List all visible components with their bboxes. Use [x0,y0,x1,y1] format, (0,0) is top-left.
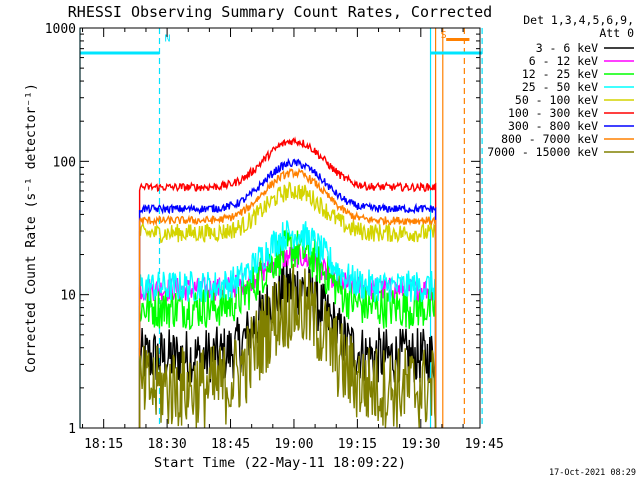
chart-title: RHESSI Observing Summary Count Rates, Co… [68,3,492,21]
x-tick-label: 19:00 [274,437,313,452]
x-tick-label: 18:45 [211,437,250,452]
legend-header-attenuator: Att 0 [599,26,634,40]
legend-entry-label: 3 - 6 keV [536,41,598,55]
legend-entry-label: 300 - 800 keV [508,119,598,133]
legend-entry-label: 6 - 12 keV [529,54,598,68]
series-line-2 [138,229,437,428]
annotation-n: N [164,33,170,44]
x-tick-label: 19:45 [465,437,504,452]
series-line-0 [138,260,437,428]
x-axis: 18:15 18:30 18:45 19:00 19:15 19:30 19:45 [82,28,504,452]
x-tick-label: 19:15 [338,437,377,452]
annotation-s: S [441,30,447,41]
series-line-7 [138,167,437,428]
plot-frame [79,27,481,429]
legend-entry-label: 800 - 7000 keV [501,132,598,146]
x-tick-label: 19:30 [401,437,440,452]
y-tick-label: 1 [68,422,76,437]
x-tick-label: 18:15 [84,437,123,452]
y-axis-label: Corrected Count Rate (s⁻¹ detector⁻¹) [24,83,39,373]
y-tick-label: 1000 [45,22,76,37]
x-axis-label: Start Time (22-May-11 18:09:22) [154,455,406,471]
y-axis: 1 10 100 1000 [45,22,480,437]
legend-header-detectors: Det 1,3,4,5,6,9, [523,13,634,27]
series-line-5 [138,136,437,428]
legend-entry-label: 100 - 300 keV [508,106,598,120]
series-line-4 [138,181,437,428]
series-line-8 [138,263,437,429]
footer-timestamp: 17-Oct-2021 08:29 [549,468,636,478]
y-tick-label: 100 [53,155,76,170]
legend-entry-label: 7000 - 15000 keV [487,145,598,159]
legend-entry-label: 12 - 25 keV [522,67,598,81]
x-tick-label: 18:30 [148,437,187,452]
legend-entry-label: 25 - 50 keV [522,80,598,94]
series-line-3 [138,220,437,428]
y-tick-label: 10 [60,289,76,304]
legend-entry-label: 50 - 100 keV [515,93,598,107]
series-line-6 [138,157,437,428]
